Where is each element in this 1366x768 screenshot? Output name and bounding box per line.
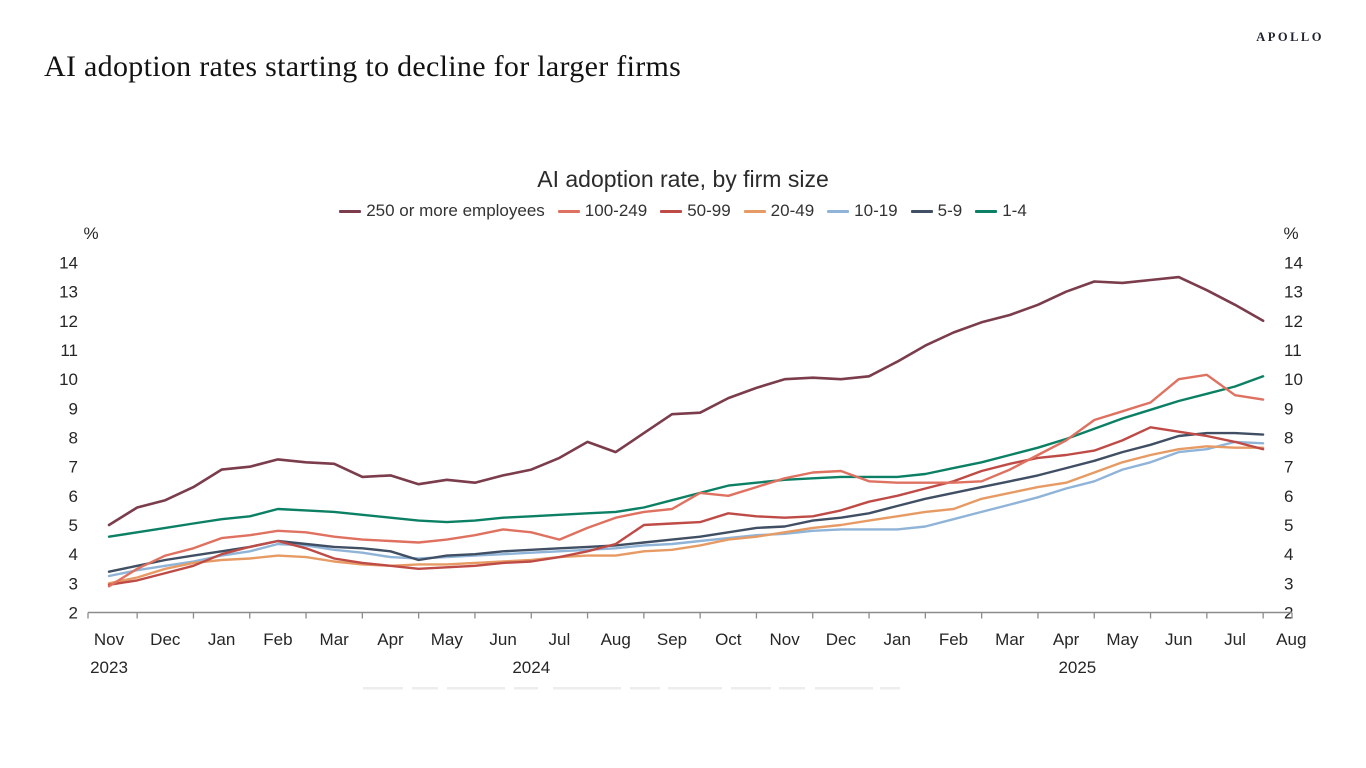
legend-label: 250 or more employees	[366, 201, 545, 220]
y-axis-unit-left: %	[83, 224, 98, 243]
legend-swatch	[910, 209, 933, 213]
y-axis-label-left: 6	[69, 487, 78, 506]
chart-legend: 250 or more employees 100-249 50-99 20-49 10…	[0, 201, 1366, 221]
x-axis-label: Apr	[377, 630, 404, 649]
x-axis-label: Nov	[769, 630, 800, 649]
y-axis-label-left: 14	[59, 254, 78, 273]
brand-logo: APOLLO	[1256, 30, 1324, 44]
legend-swatch	[975, 209, 998, 213]
legend-item: 20-49	[743, 201, 815, 221]
legend-label: 10-19	[854, 201, 898, 220]
y-axis-label-left: 3	[69, 574, 78, 593]
faded-footnote	[553, 687, 621, 690]
x-axis-label: Jun	[1165, 630, 1192, 649]
y-axis-label-left: 5	[69, 516, 78, 535]
series-line	[107, 440, 1265, 578]
y-axis-label-left: 7	[69, 458, 78, 477]
x-axis-label: Jan	[883, 630, 910, 649]
y-axis-label-left: 2	[69, 604, 78, 623]
legend-swatch	[660, 209, 683, 213]
faded-footnote	[363, 687, 403, 690]
y-axis-label-left: 4	[69, 545, 78, 564]
series-line	[107, 431, 1265, 573]
faded-footnote	[731, 687, 771, 690]
faded-footnote	[880, 687, 900, 690]
x-axis-year-label: 2023	[90, 658, 128, 677]
legend-swatch	[827, 209, 850, 213]
y-axis-label-left: 8	[69, 429, 78, 448]
x-axis-label: Aug	[601, 630, 631, 649]
y-axis-label-right: 12	[1284, 312, 1303, 331]
legend-item: 100-249	[557, 201, 648, 221]
faded-footnote	[779, 687, 805, 690]
x-axis-label: Jan	[208, 630, 235, 649]
x-axis-label: Aug	[1276, 630, 1306, 649]
series-line	[107, 275, 1265, 527]
legend-label: 20-49	[770, 201, 815, 220]
chart-title: AI adoption rate, by firm size	[537, 166, 829, 192]
legend-item: 1-4	[975, 201, 1027, 221]
faded-footnote	[630, 687, 660, 690]
y-axis-label-left: 13	[59, 283, 78, 302]
series-line	[107, 426, 1265, 586]
series-line	[107, 375, 1265, 538]
legend-item: 5-9	[910, 201, 963, 221]
x-axis-label: Mar	[995, 630, 1025, 649]
legend-swatch	[557, 209, 580, 213]
x-axis-label: Apr	[1053, 630, 1080, 649]
y-axis-label-left: 12	[59, 312, 78, 331]
y-axis-label-left: 10	[59, 370, 78, 389]
y-axis-label-right: 8	[1284, 429, 1293, 448]
y-axis-label-right: 9	[1284, 399, 1293, 418]
x-axis-label: Mar	[320, 630, 350, 649]
faded-footnote	[514, 687, 538, 690]
faded-footnote	[668, 687, 722, 690]
legend-item: 10-19	[827, 201, 898, 221]
x-axis-label: Nov	[94, 630, 125, 649]
x-axis-label: Sep	[657, 630, 687, 649]
y-axis-label-right: 5	[1284, 516, 1293, 535]
y-axis-label-right: 6	[1284, 487, 1293, 506]
legend-item: 250 or more employees	[339, 201, 545, 221]
legend-label: 100-249	[584, 201, 648, 220]
y-axis-label-right: 4	[1284, 545, 1293, 564]
legend-swatch	[743, 209, 766, 213]
legend-label: 5-9	[937, 201, 963, 220]
x-axis-label: May	[1106, 630, 1139, 649]
y-axis-label-left: 11	[60, 341, 78, 360]
y-axis-unit-right: %	[1283, 224, 1298, 243]
x-axis-label: Jun	[489, 630, 516, 649]
x-axis-label: May	[431, 630, 464, 649]
y-axis-label-right: 14	[1284, 254, 1303, 273]
x-axis-year-label: 2025	[1058, 658, 1096, 677]
x-axis-label: Jul	[549, 630, 571, 649]
series-line	[107, 445, 1265, 585]
legend-item: 50-99	[660, 201, 731, 221]
y-axis-label-right: 7	[1284, 458, 1293, 477]
y-axis-label-right: 11	[1284, 341, 1302, 360]
y-axis-label-right: 3	[1284, 574, 1293, 593]
legend-label: 50-99	[687, 201, 731, 220]
faded-footnote	[815, 687, 873, 690]
y-axis-label-right: 13	[1284, 283, 1303, 302]
x-axis-label: Dec	[826, 630, 857, 649]
x-axis-label: Feb	[939, 630, 968, 649]
legend-label: 1-4	[1002, 201, 1027, 220]
x-axis-label: Feb	[263, 630, 292, 649]
page-title: AI adoption rates starting to decline fo…	[44, 50, 682, 83]
y-axis-label-right: 10	[1284, 370, 1303, 389]
faded-footnote	[412, 687, 438, 690]
x-axis-label: Dec	[150, 630, 181, 649]
x-axis-year-label: 2024	[512, 658, 550, 677]
series-line	[107, 373, 1265, 588]
faded-footnote	[447, 687, 505, 690]
legend-swatch	[339, 209, 362, 213]
x-axis-label: Jul	[1224, 630, 1246, 649]
y-axis-label-left: 9	[69, 399, 78, 418]
x-axis-label: Oct	[715, 630, 742, 649]
